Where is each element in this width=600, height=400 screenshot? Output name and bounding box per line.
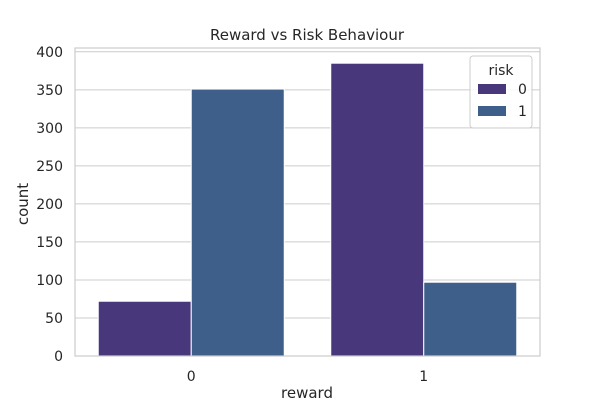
legend-label-0: 0 [518, 82, 527, 98]
bar-0-cat-1 [330, 62, 425, 357]
legend-label-1: 1 [518, 104, 527, 120]
bars [97, 62, 518, 357]
y-tick-label: 0 [54, 349, 63, 365]
chart-title: Reward vs Risk Behaviour [210, 26, 405, 44]
bar-1-cat-0 [190, 88, 285, 357]
x-axis-label: reward [281, 384, 333, 400]
y-tick-label: 350 [36, 83, 63, 99]
y-tick-label: 50 [45, 311, 63, 327]
y-tick-label: 100 [36, 273, 63, 289]
y-axis-label: count [14, 183, 32, 225]
x-tick-label: 0 [187, 369, 196, 385]
plot-frame [74, 47, 541, 357]
y-tick-label: 150 [36, 235, 63, 251]
bar-0-cat-0 [97, 300, 192, 357]
y-tick-label: 200 [36, 197, 63, 213]
y-tick-label: 400 [36, 45, 63, 61]
legend-swatch-0 [478, 84, 506, 94]
y-tick-label: 250 [36, 159, 63, 175]
x-tick-label: 1 [419, 369, 428, 385]
bar-1-cat-1 [423, 281, 518, 357]
legend-title: risk [488, 63, 514, 79]
y-tick-label: 300 [36, 121, 63, 137]
y-tick-labels: 0 50 100 150 200 250 300 350 400 [36, 45, 63, 365]
legend-swatch-1 [478, 106, 506, 116]
